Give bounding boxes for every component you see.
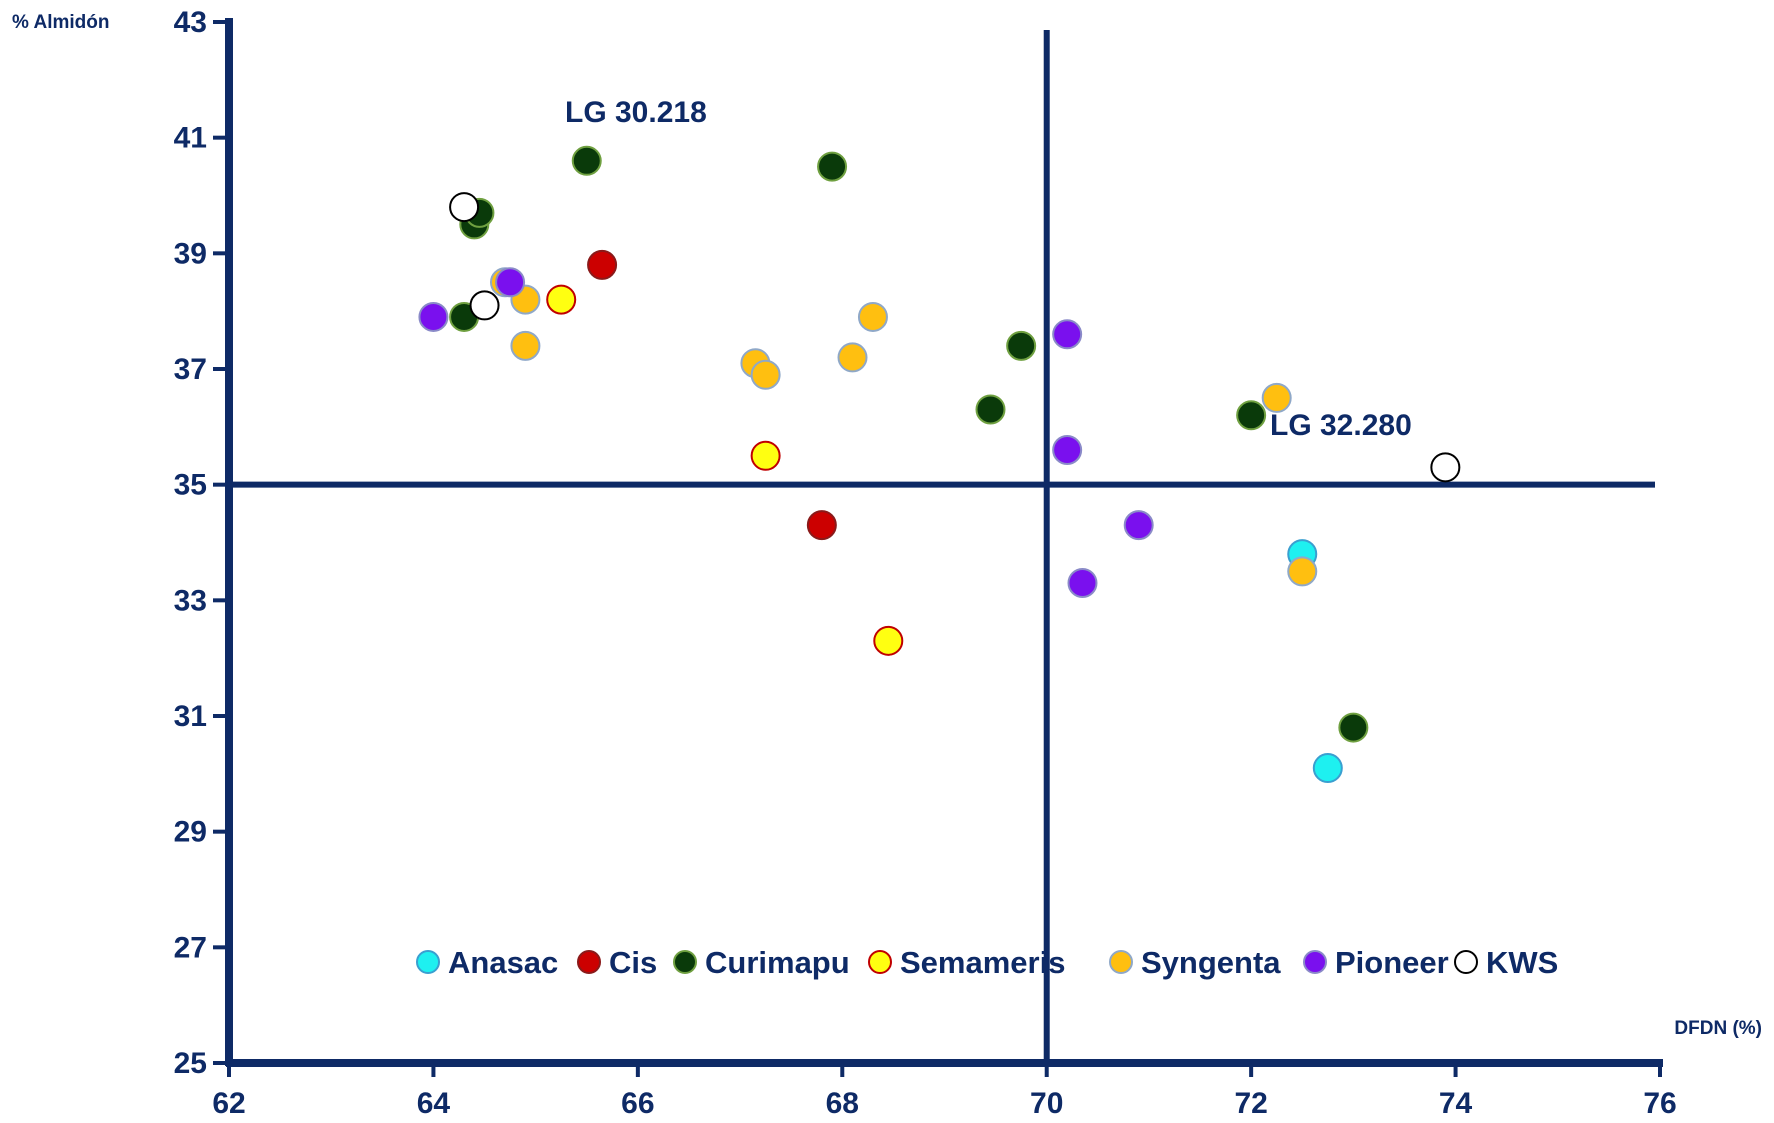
legend-label-semameris: Semameris (900, 945, 1065, 980)
x-tick-label: 66 (621, 1087, 654, 1120)
legend-label-anasac: Anasac (448, 945, 558, 980)
legend-marker-syngenta (1109, 950, 1133, 974)
legend-marker-anasac (416, 950, 440, 974)
point-pioneer (1067, 567, 1098, 598)
point-pioneer (1123, 510, 1154, 541)
point-syngenta (750, 359, 781, 390)
chart-labels: % Almidón DFDN (%) LG 30.218 LG 32.280 (12, 12, 1762, 1039)
point-syngenta (510, 330, 541, 361)
x-tick-label: 76 (1643, 1087, 1676, 1120)
y-tick-label: 33 (174, 584, 207, 617)
point-syngenta (1287, 556, 1318, 587)
y-tick-label: 37 (174, 353, 207, 386)
point-pioneer (1052, 319, 1083, 350)
legend-label-pioneer: Pioneer (1335, 945, 1449, 980)
legend-marker-semameris (868, 950, 892, 974)
point-pioneer (1052, 434, 1083, 465)
y-tick-label: 41 (174, 122, 207, 155)
point-semameris (750, 440, 781, 471)
legend-marker-curimapu (673, 950, 697, 974)
y-tick-label: 27 (174, 931, 207, 964)
point-curimapu (1236, 400, 1267, 431)
point-kws (469, 290, 500, 321)
x-tick-label: 64 (417, 1087, 451, 1120)
y-tick-label: 39 (174, 237, 207, 270)
y-axis-label: % Almidón (12, 12, 109, 33)
point-curimapu (817, 151, 848, 182)
annotation-lg-30-218: LG 30.218 (565, 96, 707, 129)
y-tick-label: 35 (174, 469, 207, 502)
point-syngenta (1261, 382, 1292, 413)
legend-marker-cis (577, 950, 601, 974)
axis-ticks: 25 27 29 31 33 35 37 39 41 43 62 64 66 68 70 72 74 76 (174, 6, 1677, 1120)
data-points (418, 145, 1461, 784)
axes (225, 18, 1663, 1067)
y-tick-label: 25 (174, 1047, 207, 1080)
y-tick-label: 31 (174, 700, 207, 733)
point-pioneer (418, 301, 449, 332)
point-cis (587, 249, 618, 280)
point-kws (1430, 452, 1461, 483)
point-cis (806, 510, 837, 541)
point-syngenta (837, 342, 868, 373)
legend-label-kws: KWS (1486, 945, 1558, 980)
x-tick-label: 74 (1439, 1087, 1473, 1120)
x-tick-label: 62 (212, 1087, 245, 1120)
legend-label-curimapu: Curimapu (705, 945, 850, 980)
y-tick-label: 43 (174, 6, 207, 39)
point-curimapu (571, 145, 602, 176)
annotation-lg-32-280: LG 32.280 (1270, 409, 1412, 442)
x-tick-label: 68 (826, 1087, 859, 1120)
point-curimapu (1338, 712, 1369, 743)
legend-label-cis: Cis (609, 945, 657, 980)
legend: Anasac Cis Curimapu Semameris Syngenta Pionee… (416, 945, 1558, 980)
legend-label-syngenta: Syngenta (1141, 945, 1281, 980)
point-anasac (1312, 753, 1343, 784)
reference-lines (229, 30, 1655, 1063)
point-semameris (873, 625, 904, 656)
point-kws (449, 192, 480, 223)
x-axis-label: DFDN (%) (1674, 1018, 1762, 1039)
point-curimapu (1006, 330, 1037, 361)
x-tick-label: 70 (1030, 1087, 1063, 1120)
x-tick-label: 72 (1234, 1087, 1267, 1120)
legend-marker-pioneer (1303, 950, 1327, 974)
legend-marker-kws (1454, 950, 1478, 974)
y-tick-label: 29 (174, 816, 207, 849)
point-semameris (546, 284, 577, 315)
point-curimapu (975, 394, 1006, 425)
point-pioneer (495, 267, 526, 298)
point-syngenta (857, 301, 888, 332)
